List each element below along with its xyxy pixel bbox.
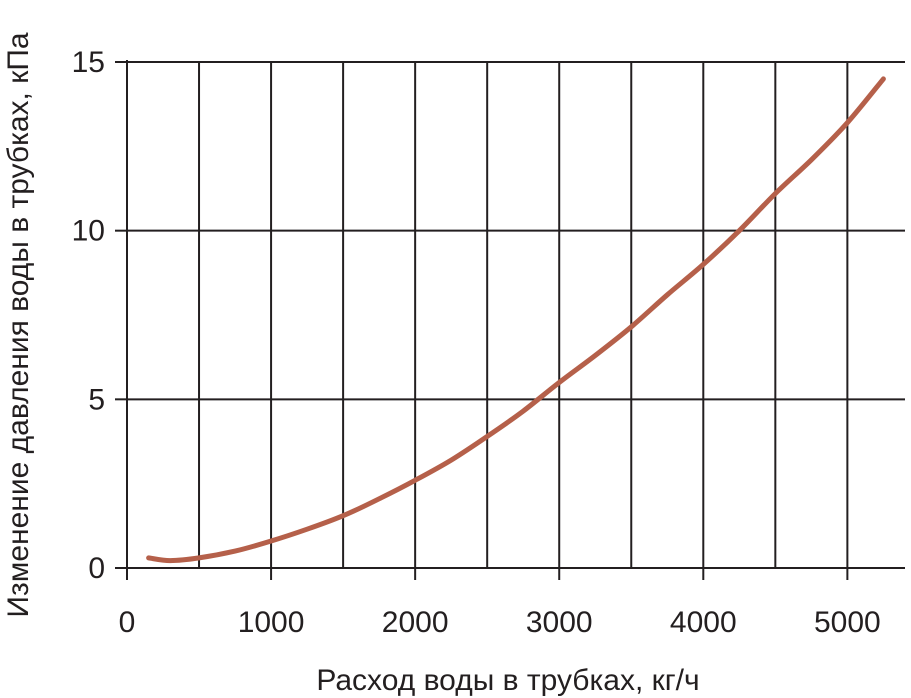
- y-axis-title: Изменение давления воды в трубках, кПа: [2, 32, 35, 617]
- x-axis-title: Расход воды в трубках, кг/ч: [316, 664, 699, 697]
- x-tick-label-3: 3000: [526, 606, 593, 639]
- x-tick-label-2: 2000: [382, 606, 449, 639]
- axes: [115, 60, 905, 580]
- x-tick-label-4: 4000: [670, 606, 737, 639]
- series-line-0: [146, 76, 886, 564]
- y-tick-label-2: 10: [72, 215, 105, 248]
- tick-labels: 0 5 10 15 0 1000 2000 3000 4000 5000: [72, 46, 881, 639]
- y-tick-label-3: 15: [72, 46, 105, 79]
- series-layer: [146, 76, 886, 564]
- x-tick-label-0: 0: [119, 606, 136, 639]
- y-tick-label-0: 0: [88, 552, 105, 585]
- grid: [127, 61, 905, 568]
- x-tick-label-5: 5000: [814, 606, 881, 639]
- y-tick-label-1: 5: [88, 383, 105, 416]
- x-tick-label-1: 1000: [238, 606, 305, 639]
